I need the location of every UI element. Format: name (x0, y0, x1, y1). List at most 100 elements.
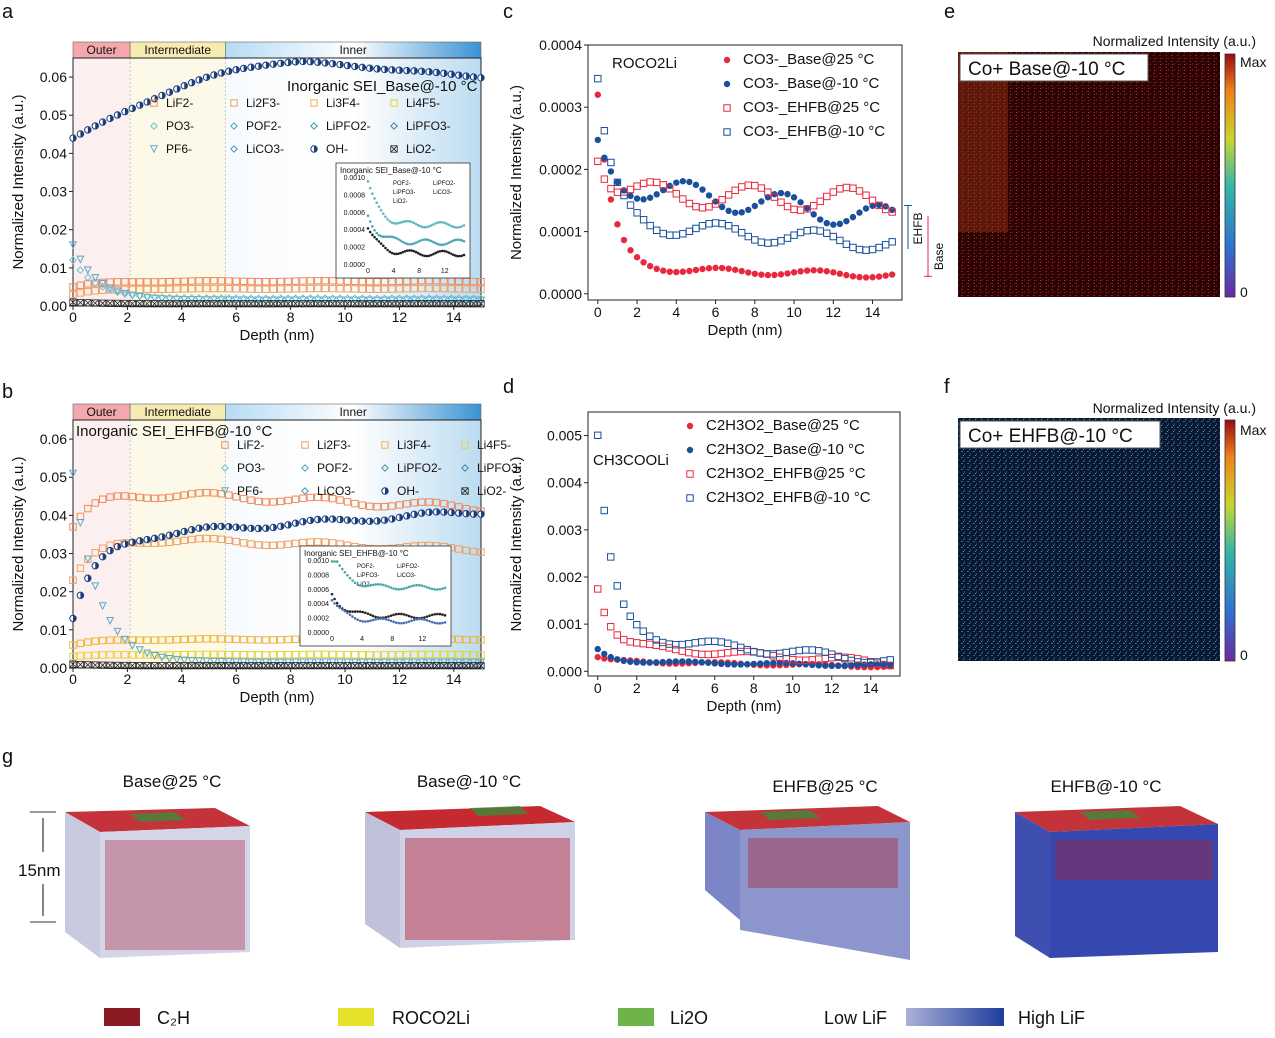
data-point (343, 662, 352, 670)
data-point (816, 227, 824, 235)
data-point-x (433, 662, 440, 670)
data-point (143, 662, 151, 670)
data-point (692, 266, 700, 274)
data-point (83, 273, 92, 282)
data-point (306, 300, 314, 308)
data-point (239, 294, 248, 303)
data-point-x (91, 661, 99, 669)
data-point-box (232, 300, 240, 308)
data-point (187, 657, 196, 666)
data-point (836, 236, 844, 245)
data-point (672, 645, 680, 654)
data-point (225, 284, 233, 293)
data-point-fill (73, 134, 77, 142)
inset-point (388, 219, 392, 223)
data-point (679, 658, 686, 665)
legend-label-1: C2H3O2_Base@-10 °C (706, 441, 865, 458)
map-f-scale-max: Max (1240, 422, 1266, 438)
data-point (180, 285, 188, 293)
data-point (158, 653, 167, 662)
inset-title: Inorganic SEI_Base@-10 °C (340, 166, 442, 175)
data-point-box (380, 300, 389, 308)
inset-point (399, 251, 403, 255)
data-point-box (343, 300, 352, 308)
x-tick-label: 4 (178, 309, 186, 325)
data-point (395, 300, 404, 308)
data-point-box (418, 300, 426, 308)
data-point (69, 576, 77, 584)
data-point-x (254, 662, 262, 670)
data-point (698, 204, 707, 212)
data-point-box (291, 662, 300, 670)
data-point (143, 651, 151, 659)
data-point-box (254, 300, 263, 308)
inset-point (429, 239, 433, 243)
data-point (862, 205, 870, 212)
data-point (613, 188, 622, 196)
data-point-x (418, 300, 426, 308)
data-point (731, 186, 739, 195)
legend-label-11: LiO2- (406, 142, 435, 156)
data-point (771, 271, 778, 279)
data-point-box (128, 299, 136, 308)
data-point (847, 654, 855, 662)
inset-point (364, 620, 367, 623)
data-point (180, 82, 188, 90)
data-point (477, 294, 485, 303)
data-point (299, 494, 307, 502)
inset-point (366, 214, 370, 217)
data-point (886, 656, 894, 664)
inset-y-tick: 0.0008 (344, 192, 366, 199)
inset-point (384, 246, 387, 250)
data-point (232, 285, 240, 293)
data-point-x (440, 662, 448, 670)
data-point (76, 298, 85, 307)
data-point (321, 277, 329, 285)
data-point (254, 662, 263, 670)
data-point (299, 662, 307, 670)
data-point-x (203, 300, 211, 308)
inset-point (389, 619, 393, 623)
data-point (358, 285, 367, 293)
data-point (128, 278, 137, 286)
inset-point (395, 222, 398, 225)
data-point (351, 300, 359, 308)
inset-point (425, 585, 429, 589)
data-point (862, 191, 870, 199)
data-point-x (151, 662, 159, 670)
data-point-x (292, 300, 300, 308)
data-point (776, 659, 783, 667)
inset-point (343, 609, 347, 613)
data-point (731, 266, 739, 273)
data-point (165, 651, 174, 659)
data-point (594, 431, 602, 440)
legend-label-0: CO3-_Base@25 °C (743, 51, 874, 68)
data-point (836, 270, 844, 277)
data-point-fill (147, 98, 151, 106)
cube-base-minus10 (365, 806, 575, 948)
data-point (594, 645, 601, 653)
data-point (686, 267, 693, 275)
legend-label-11: LiO2- (477, 484, 506, 498)
data-point (440, 284, 448, 293)
data-point (247, 300, 255, 308)
data-point (366, 517, 374, 525)
inset-point (388, 235, 392, 238)
x-tick-label: 4 (178, 671, 186, 687)
cube-base-25 (65, 808, 250, 958)
inset-point (460, 225, 464, 228)
data-point-fill (317, 59, 321, 66)
inset-point (379, 242, 383, 245)
data-point (299, 277, 307, 285)
inset-point (330, 592, 334, 596)
legend-label-2: Li3F4- (326, 96, 360, 110)
data-point (262, 285, 270, 293)
data-point (672, 190, 681, 198)
data-point (69, 614, 77, 623)
panel-letter-g: g (2, 746, 13, 768)
map-e-title: Co+ Base@-10 °C (968, 59, 1125, 80)
data-point-x (358, 300, 366, 308)
y-tick-label: 0.00 (40, 660, 67, 676)
inset-point (447, 251, 451, 254)
